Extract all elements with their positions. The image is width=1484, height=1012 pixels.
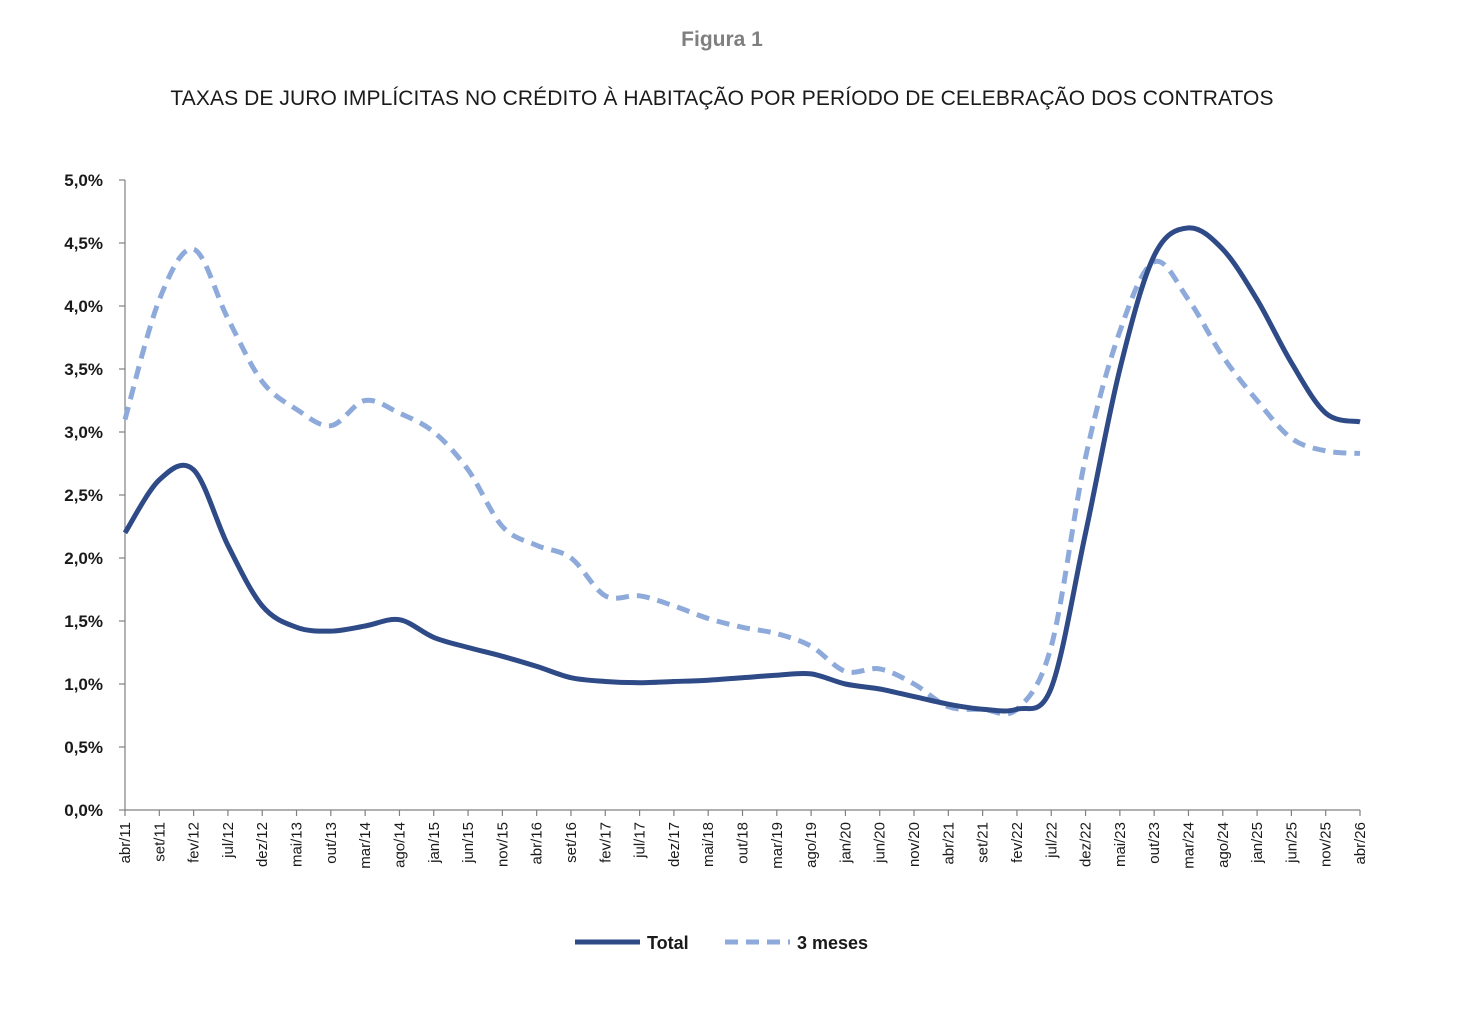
x-tick-label: mar/14 bbox=[357, 822, 374, 869]
x-tick-label: mar/24 bbox=[1180, 822, 1197, 869]
x-tick-label: nov/15 bbox=[494, 822, 511, 867]
x-tick-label: abr/11 bbox=[117, 822, 134, 863]
x-tick-label: set/16 bbox=[563, 822, 580, 863]
series-line-3-meses bbox=[122, 246, 1361, 717]
y-tick-label: 3,0% bbox=[64, 423, 103, 442]
x-tick-label: dez/17 bbox=[666, 822, 683, 867]
legend-label-3-meses: 3 meses bbox=[797, 933, 868, 953]
x-tick-label: set/21 bbox=[975, 822, 992, 863]
y-tick-label: 2,0% bbox=[64, 549, 103, 568]
x-tick-label: abr/16 bbox=[529, 822, 546, 865]
y-tick-label: 3,5% bbox=[64, 360, 103, 379]
x-tick-label: fev/17 bbox=[597, 822, 614, 863]
x-tick-label: mai/13 bbox=[289, 822, 306, 867]
x-tick-label: jul/22 bbox=[1043, 822, 1060, 859]
chart-title: TAXAS DE JURO IMPLÍCITAS NO CRÉDITO À HA… bbox=[170, 87, 1274, 110]
series-lines bbox=[122, 225, 1361, 717]
x-tick-label: jul/12 bbox=[220, 822, 237, 859]
y-tick-label: 4,0% bbox=[64, 297, 103, 316]
x-tick-label: jun/25 bbox=[1283, 822, 1300, 864]
x-tick-label: set/11 bbox=[151, 822, 168, 862]
x-tick-label: dez/22 bbox=[1078, 822, 1095, 867]
y-tick-label: 1,0% bbox=[64, 675, 103, 694]
x-tick-label: abr/21 bbox=[940, 822, 957, 865]
series-line-total bbox=[122, 225, 1361, 714]
y-tick-label: 2,5% bbox=[64, 486, 103, 505]
x-tick-label: jun/15 bbox=[460, 822, 477, 864]
x-tick-label: jan/15 bbox=[426, 822, 443, 864]
x-tick-label: ago/24 bbox=[1215, 822, 1232, 868]
figure-label: Figura 1 bbox=[681, 28, 763, 51]
y-tick-label: 0,0% bbox=[64, 801, 103, 820]
y-axis-ticks: 0,0% 0,5% 1,0% 1,5% 2,0% 2,5% 3,0% 3,5% 4,0% 4,5%… bbox=[64, 171, 125, 820]
x-tick-label: mar/19 bbox=[769, 822, 786, 869]
x-tick-label: out/18 bbox=[735, 822, 752, 864]
y-tick-label: 0,5% bbox=[64, 738, 103, 757]
x-tick-label: mai/23 bbox=[1112, 822, 1129, 867]
x-tick-label: dez/12 bbox=[254, 822, 271, 867]
y-tick-label: 1,5% bbox=[64, 612, 103, 631]
y-tick-label: 5,0% bbox=[64, 171, 103, 190]
x-axis-ticks: abr/11 set/11 fev/12 jul/12 dez/12 mai/13 out/… bbox=[117, 810, 1369, 869]
x-tick-label: nov/20 bbox=[906, 822, 923, 867]
x-tick-label: out/13 bbox=[323, 822, 340, 864]
x-tick-label: jun/20 bbox=[872, 822, 889, 864]
x-tick-label: jan/20 bbox=[837, 822, 854, 864]
x-tick-label: fev/12 bbox=[186, 822, 203, 863]
x-tick-label: ago/19 bbox=[803, 822, 820, 868]
y-tick-label: 4,5% bbox=[64, 234, 103, 253]
legend-label-total: Total bbox=[647, 933, 689, 953]
x-tick-label: ago/14 bbox=[391, 822, 408, 868]
x-tick-label: mai/18 bbox=[700, 822, 717, 867]
x-tick-label: nov/25 bbox=[1318, 822, 1335, 867]
x-tick-label: abr/26 bbox=[1352, 822, 1369, 865]
legend: Total 3 meses bbox=[575, 933, 868, 953]
x-tick-label: out/23 bbox=[1146, 822, 1163, 864]
x-tick-label: fev/22 bbox=[1009, 822, 1026, 863]
x-tick-label: jul/17 bbox=[632, 822, 649, 859]
x-tick-label: jan/25 bbox=[1249, 822, 1266, 864]
